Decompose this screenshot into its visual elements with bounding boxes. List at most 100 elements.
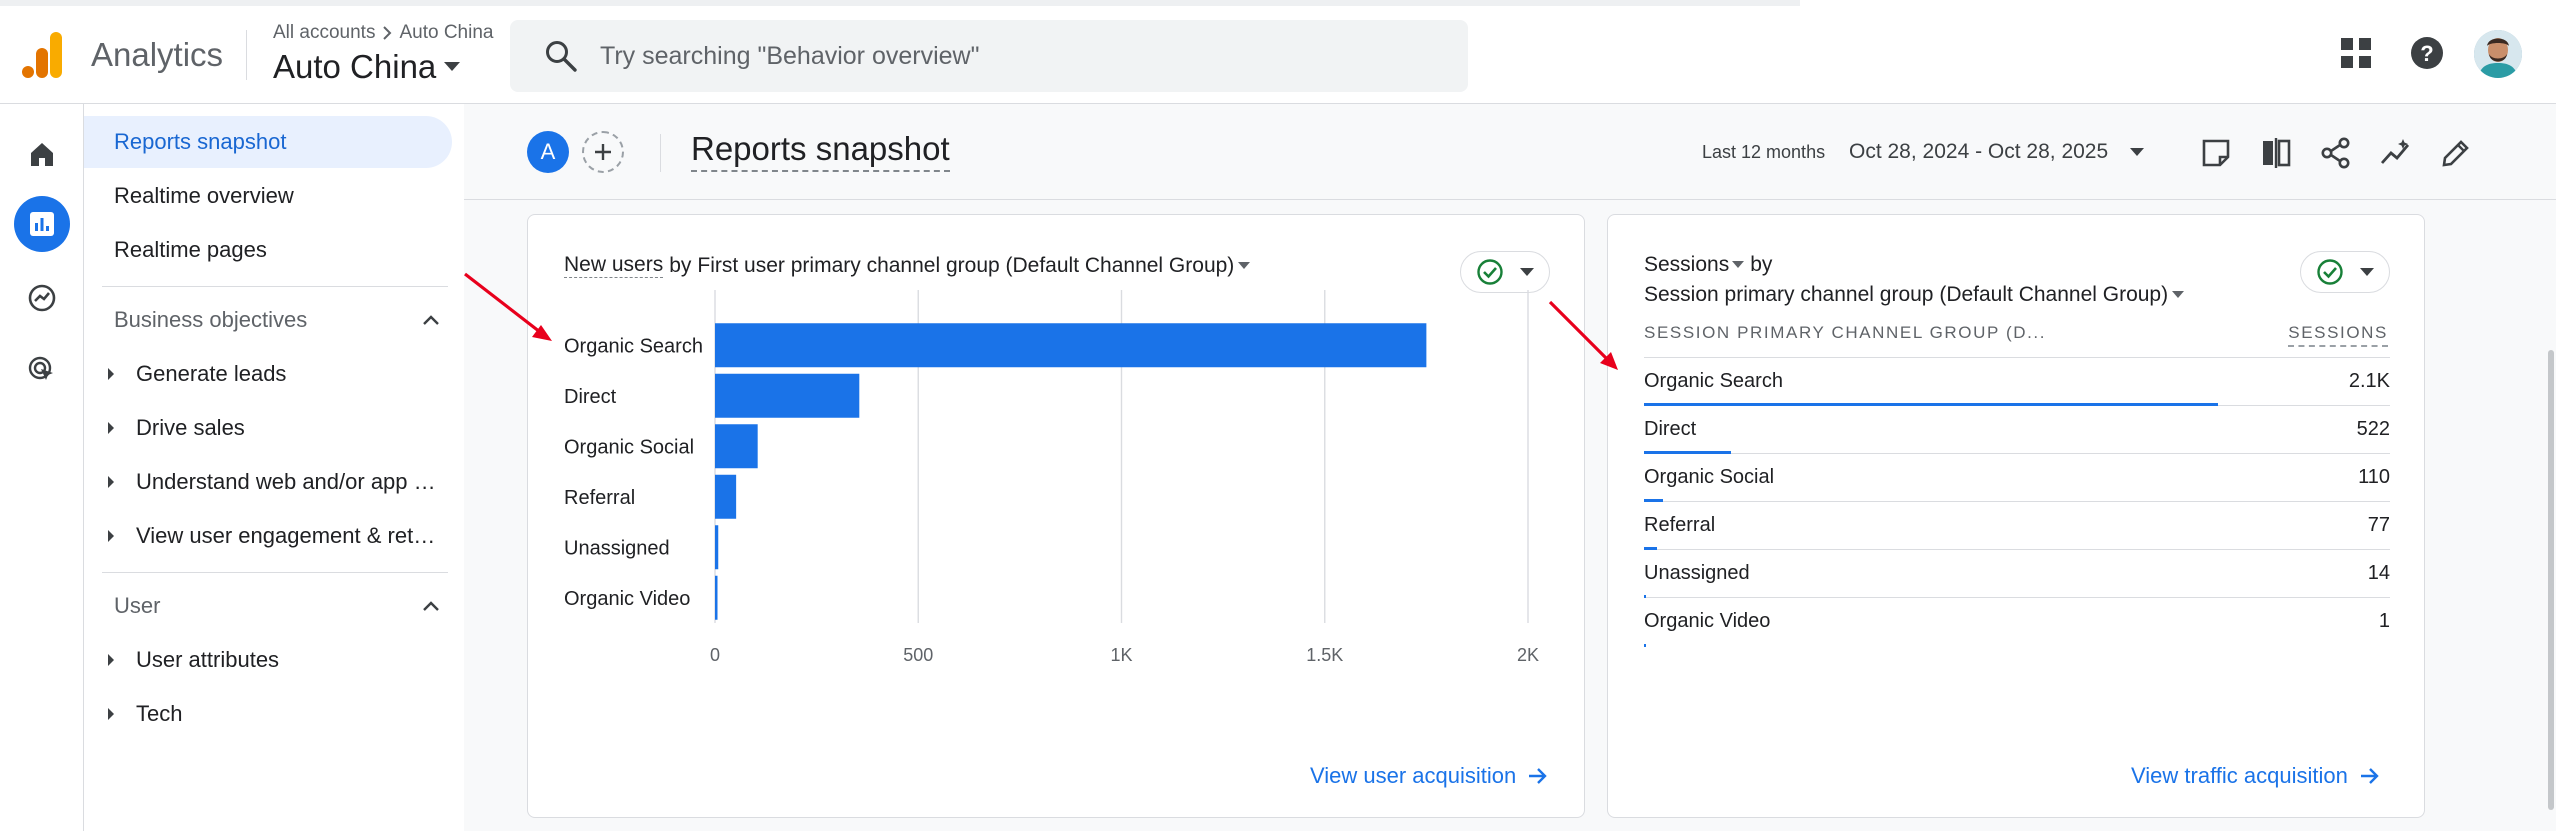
table-row[interactable]: Organic Video 1: [1644, 598, 2390, 647]
row-sessions-value: 110: [2358, 466, 2390, 488]
nav-item-label: Realtime overview: [114, 183, 294, 208]
comparison-avatar[interactable]: A: [527, 131, 569, 173]
rail-explore[interactable]: [14, 270, 70, 326]
category-label: Direct: [564, 386, 617, 408]
help-icon[interactable]: ?: [2408, 34, 2446, 72]
nav-reports-snapshot[interactable]: Reports snapshot: [84, 116, 452, 168]
table-row[interactable]: Unassigned 14: [1644, 550, 2390, 598]
data-quality-chip[interactable]: [1460, 251, 1550, 293]
save-report-icon[interactable]: [2199, 136, 2233, 170]
rail-home[interactable]: [14, 126, 70, 182]
bar[interactable]: [715, 323, 1427, 368]
nav-user-engagement[interactable]: View user engagement & rete...: [84, 514, 452, 558]
share-icon[interactable]: [2319, 136, 2353, 170]
add-comparison-button[interactable]: [582, 131, 624, 173]
table-row[interactable]: Referral 77: [1644, 502, 2390, 550]
analytics-logo-icon[interactable]: [22, 32, 64, 78]
account-breadcrumb[interactable]: All accounts Auto China: [273, 22, 493, 44]
bar[interactable]: [715, 373, 860, 418]
caret-right-icon: [108, 654, 114, 666]
apps-grid-icon[interactable]: [2337, 34, 2375, 72]
caret-down-icon: [1519, 267, 1534, 276]
nav-section-user[interactable]: User: [114, 586, 440, 626]
rail-advertising[interactable]: [14, 342, 70, 398]
search-bar[interactable]: [510, 20, 1468, 92]
nav-understand-traffic[interactable]: Understand web and/or app t...: [84, 460, 452, 504]
date-range-value: Oct 28, 2024 - Oct 28, 2025: [1849, 140, 2109, 163]
nav-item-label: Generate leads: [136, 361, 287, 386]
table-row[interactable]: Organic Search 2.1K: [1644, 358, 2390, 406]
row-channel-name: Referral: [1644, 514, 1716, 536]
metric-selector[interactable]: New users: [564, 253, 664, 278]
nav-tech[interactable]: Tech: [84, 692, 452, 736]
caret-down-icon: [444, 62, 461, 71]
section-title: User: [114, 593, 161, 618]
dimension-selector[interactable]: Session primary channel group (Default C…: [1644, 283, 2185, 307]
view-user-acquisition-link[interactable]: View user acquisition: [1310, 763, 1548, 789]
caret-down-icon: [2359, 267, 2374, 276]
nav-item-label: Realtime pages: [114, 237, 267, 262]
rail-reports[interactable]: [14, 196, 70, 252]
nav-section-business-objectives[interactable]: Business objectives: [114, 300, 440, 340]
caret-down-icon: [2172, 291, 2185, 298]
row-sessions-value: 14: [2367, 562, 2390, 584]
nav-item-label: Reports snapshot: [114, 129, 287, 154]
date-range-picker[interactable]: Oct 28, 2024 - Oct 28, 2025: [1849, 140, 2145, 164]
check-circle-icon: [2317, 259, 2344, 285]
page-scrollbar[interactable]: [2548, 350, 2554, 810]
divider: [246, 30, 247, 80]
arrow-right-icon: [2360, 768, 2379, 784]
nav-item-label: Drive sales: [136, 415, 245, 440]
x-tick-label: 2K: [1517, 645, 1539, 665]
edit-icon[interactable]: [2439, 136, 2473, 170]
caret-down-icon: [1238, 261, 1251, 269]
row-share-bar: [1644, 403, 2219, 406]
table-row[interactable]: Direct 522: [1644, 406, 2390, 454]
caret-right-icon: [108, 708, 114, 720]
metric-selector[interactable]: Sessions: [1644, 253, 1745, 277]
data-quality-chip[interactable]: [2300, 251, 2390, 293]
advertising-icon: [28, 356, 53, 380]
check-circle-icon: [1477, 259, 1504, 285]
dimension-selector[interactable]: First user primary channel group (Defaul…: [697, 254, 1251, 278]
property-selector[interactable]: Auto China: [273, 48, 461, 86]
table-header-dimension: SESSION PRIMARY CHANNEL GROUP (D...: [1644, 323, 2047, 342]
row-channel-name: Direct: [1644, 418, 1697, 440]
search-input[interactable]: [600, 41, 1420, 71]
insights-icon[interactable]: [2379, 136, 2413, 170]
caret-right-icon: [108, 530, 114, 542]
breadcrumb-child: Auto China: [399, 22, 494, 43]
new-users-bar-chart: 0 500 1K 1.5K 2K Organic Search Direct Organic …: [564, 290, 1539, 665]
x-tick-label: 1K: [1110, 645, 1132, 665]
bar[interactable]: [715, 474, 737, 519]
row-channel-name: Unassigned: [1644, 562, 1750, 584]
table-header-divider: [1644, 357, 2390, 358]
nav-divider: [102, 572, 448, 573]
nav-user-attributes[interactable]: User attributes: [84, 638, 452, 682]
view-traffic-acquisition-link[interactable]: View traffic acquisition: [2131, 763, 2380, 789]
user-avatar[interactable]: [2474, 30, 2522, 78]
nav-realtime-overview[interactable]: Realtime overview: [84, 170, 452, 222]
bar[interactable]: [715, 575, 718, 620]
section-title: Business objectives: [114, 307, 308, 332]
bar[interactable]: [715, 525, 719, 570]
x-tick-label: 500: [903, 645, 933, 665]
row-sessions-value: 2.1K: [2348, 370, 2390, 392]
nav-realtime-pages[interactable]: Realtime pages: [84, 224, 452, 276]
top-stripe: [0, 0, 1800, 6]
bar[interactable]: [715, 424, 758, 469]
nav-generate-leads[interactable]: Generate leads: [84, 352, 452, 396]
x-tick-label: 1.5K: [1306, 645, 1343, 665]
avatar-person-icon: [2474, 30, 2522, 78]
row-share-bar: [1644, 644, 1646, 647]
row-share-bar: [1644, 451, 1732, 454]
table-header-sessions: SESSIONS: [2288, 323, 2388, 347]
nav-drive-sales[interactable]: Drive sales: [84, 406, 452, 450]
compare-icon[interactable]: [2259, 136, 2293, 170]
date-range-label: Last 12 months: [1702, 142, 1826, 162]
plus-icon: [595, 144, 611, 160]
caret-right-icon: [108, 422, 114, 434]
arrow-right-icon: [1529, 768, 1547, 784]
table-row[interactable]: Organic Social 110: [1644, 454, 2390, 502]
svg-text:?: ?: [2420, 41, 2433, 66]
